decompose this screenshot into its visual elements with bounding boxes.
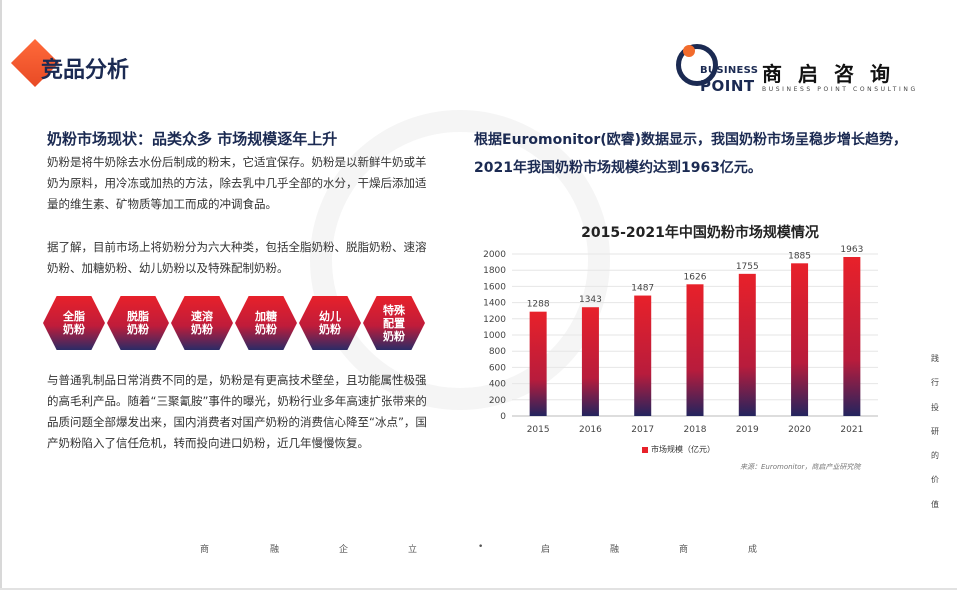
type-hexagon: 特殊 配置 奶粉 xyxy=(363,296,425,350)
logo-ring-icon xyxy=(676,44,718,86)
bar-value-label: 1885 xyxy=(788,251,811,261)
logo-en-line2: POINT xyxy=(700,77,755,95)
bar-value-label: 1626 xyxy=(684,272,707,282)
y-tick-label: 200 xyxy=(489,396,506,406)
left-paragraph-1: 奶粉是将牛奶除去水份后制成的粉末，它适宜保存。奶粉是以新鲜牛奶或羊奶为原料，用冷… xyxy=(47,155,427,211)
y-tick-label: 800 xyxy=(489,347,506,357)
bar-value-label: 1487 xyxy=(631,284,654,294)
x-tick-label: 2015 xyxy=(527,425,550,435)
side-char: 价 xyxy=(931,475,939,485)
bar xyxy=(529,311,547,416)
left-paragraph-3: 与普通乳制品日常消费不同的是，奶粉是有更高技术壁垒，且功能属性极强的高毛利产品。… xyxy=(47,373,427,450)
side-slogan: 践 行 投 研 的 价 值 xyxy=(929,353,941,523)
x-tick-label: 2016 xyxy=(579,425,602,435)
x-tick-label: 2021 xyxy=(840,425,863,435)
footer-char: 融 xyxy=(270,545,280,555)
frame-bottom-border xyxy=(0,588,957,590)
x-tick-label: 2018 xyxy=(684,425,707,435)
type-label: 幼儿 奶粉 xyxy=(319,310,341,336)
frame-left-border xyxy=(0,0,2,590)
left-heading: 奶粉市场现状：品类众多 市场规模逐年上升 xyxy=(47,130,338,148)
milk-powder-types: 全脂 奶粉 脱脂 奶粉 速溶 奶粉 加糖 奶粉 幼儿 奶粉 特殊 配置 奶粉 xyxy=(43,296,443,350)
x-tick-label: 2020 xyxy=(788,425,811,435)
type-hexagon: 全脂 奶粉 xyxy=(43,296,105,350)
bar xyxy=(791,263,809,416)
y-tick-label: 1400 xyxy=(483,299,506,309)
company-logo: BUSINESS POINT 商启咨询 BUSINESS POINT CONSU… xyxy=(676,44,946,96)
footer-slogan: 商 融 企 立 • 启 融 商 成 xyxy=(188,542,768,556)
type-label: 特殊 配置 奶粉 xyxy=(383,303,405,343)
side-char: 值 xyxy=(931,499,939,509)
footer-char: 商 xyxy=(200,545,210,555)
logo-en-line1: BUSINESS xyxy=(700,65,759,76)
type-label: 全脂 奶粉 xyxy=(63,310,85,336)
right-heading: 根据Euromonitor(欧睿)数据显示，我国奶粉市场呈稳步增长趋势，2021… xyxy=(474,132,908,176)
y-tick-label: 2000 xyxy=(483,250,506,260)
footer-char: • xyxy=(478,542,484,552)
type-hexagon: 加糖 奶粉 xyxy=(235,296,297,350)
bar xyxy=(686,284,704,416)
bar-chart: 0 200 400 600 800 1000 1200 1400 1600 1800 2000 128… xyxy=(483,245,878,435)
side-char: 投 xyxy=(931,402,939,412)
type-label: 脱脂 奶粉 xyxy=(127,310,149,336)
footer-char: 启 xyxy=(541,545,551,555)
x-tick-label: 2017 xyxy=(631,425,654,435)
type-hexagon: 速溶 奶粉 xyxy=(171,296,233,350)
bar xyxy=(843,256,861,416)
type-label: 速溶 奶粉 xyxy=(191,310,213,336)
bar xyxy=(738,273,756,416)
logo-subtitle: BUSINESS POINT CONSULTING xyxy=(762,86,918,93)
legend-swatch xyxy=(642,446,648,453)
legend-label: 市场规模（亿元） xyxy=(651,445,715,454)
section-title: 竞品分析 xyxy=(41,58,130,83)
bar-value-label: 1288 xyxy=(527,300,550,310)
y-tick-label: 600 xyxy=(489,363,506,373)
footer-char: 企 xyxy=(339,545,349,555)
side-char: 行 xyxy=(931,378,939,388)
footer-char: 融 xyxy=(610,545,620,555)
type-label: 加糖 奶粉 xyxy=(255,310,277,336)
y-tick-label: 1800 xyxy=(483,266,506,276)
type-hexagon: 幼儿 奶粉 xyxy=(299,296,361,350)
bar-value-label: 1963 xyxy=(840,245,863,255)
y-tick-label: 0 xyxy=(500,412,506,422)
footer-char: 成 xyxy=(748,545,758,555)
y-tick-label: 400 xyxy=(489,380,506,390)
footer-char: 立 xyxy=(408,545,418,555)
x-tick-label: 2019 xyxy=(736,425,759,435)
left-paragraph-2: 据了解，目前市场上将奶粉分为六大种类，包括全脂奶粉、脱脂奶粉、速溶奶粉、加糖奶粉… xyxy=(47,240,427,275)
chart-source: 来源：Euromonitor，商启产业研究院 xyxy=(740,463,861,471)
side-char: 研 xyxy=(931,426,939,436)
side-char: 的 xyxy=(931,451,939,461)
chart-title: 2015-2021年中国奶粉市场规模情况 xyxy=(581,225,819,241)
type-hexagon: 脱脂 奶粉 xyxy=(107,296,169,350)
chart-legend: 市场规模（亿元） xyxy=(642,444,715,455)
bar-value-label: 1755 xyxy=(736,262,759,272)
y-tick-label: 1200 xyxy=(483,315,506,325)
logo-dot-icon xyxy=(683,45,695,57)
logo-cn-name: 商启咨询 xyxy=(762,62,906,86)
bar xyxy=(581,307,599,416)
y-tick-label: 1000 xyxy=(483,331,506,341)
y-tick-label: 1600 xyxy=(483,282,506,292)
side-char: 践 xyxy=(931,354,939,363)
bar xyxy=(634,295,652,416)
footer-char: 商 xyxy=(679,545,689,555)
bar-value-label: 1343 xyxy=(579,295,602,305)
